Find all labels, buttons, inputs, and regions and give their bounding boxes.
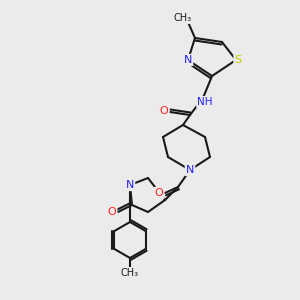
Text: O: O	[160, 106, 168, 116]
Text: N: N	[186, 165, 194, 175]
Text: CH₃: CH₃	[174, 13, 192, 23]
Text: N: N	[184, 55, 192, 65]
Text: O: O	[108, 207, 116, 217]
Text: S: S	[234, 55, 242, 65]
Text: CH₃: CH₃	[121, 268, 139, 278]
Text: O: O	[154, 188, 164, 198]
Text: N: N	[126, 180, 134, 190]
Text: NH: NH	[197, 97, 213, 107]
